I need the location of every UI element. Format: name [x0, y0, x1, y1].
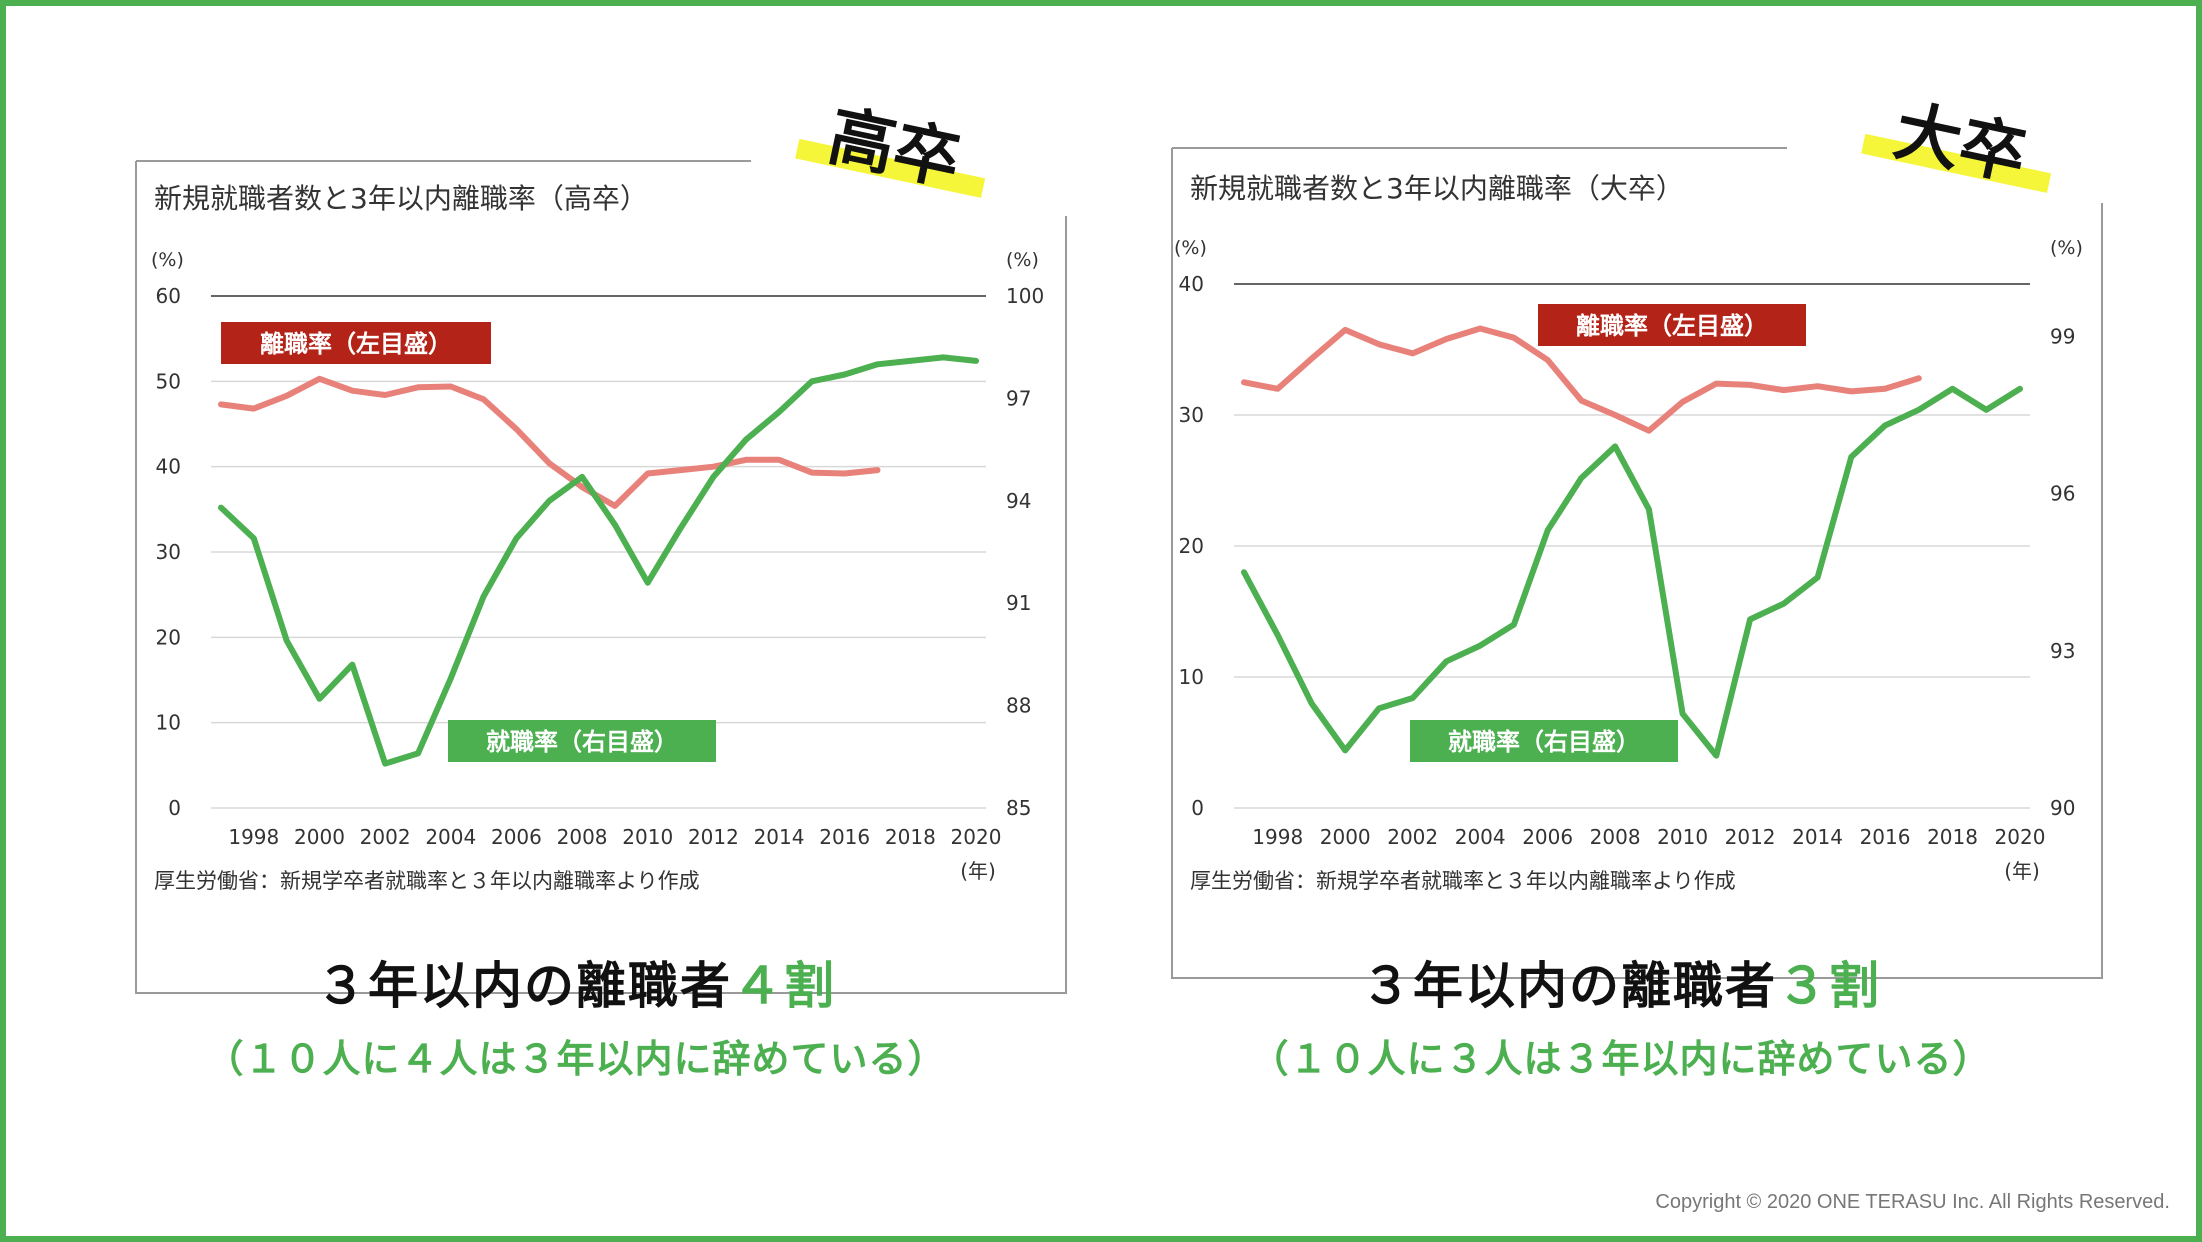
- caption-main-university: ３年以内の離職者３割: [1171, 946, 2071, 1018]
- x-tick-label: 2008: [1590, 825, 1641, 849]
- x-tick-label: 2016: [819, 825, 870, 849]
- x-tick-label: 2008: [557, 825, 608, 849]
- x-tick-label: 2012: [688, 825, 739, 849]
- caption-main-text: ３年以内の離職者: [316, 957, 732, 1015]
- chart-title: 新規就職者数と3年以内離職率（大卒）: [1190, 172, 1684, 205]
- x-tick-label: 2002: [360, 825, 411, 849]
- left-tick-label: 30: [1179, 403, 1204, 427]
- legend-employment-box: [448, 720, 716, 762]
- chart-border: [1171, 148, 2103, 979]
- x-axis-unit: (年): [960, 859, 996, 883]
- left-tick-label: 20: [156, 625, 181, 649]
- x-tick-label: 2016: [1860, 825, 1911, 849]
- legend-employment-label: 就職率（右目盛）: [1448, 728, 1640, 756]
- caption-university: ３年以内の離職者３割 （１０人に３人は３年以内に辞めている）: [1171, 946, 2071, 1083]
- x-tick-label: 2004: [1455, 825, 1506, 849]
- series-line-employment: [1241, 385, 2023, 759]
- x-tick-label: 2000: [1320, 825, 1371, 849]
- chart-panel-university: 大卒新規就職者数と3年以内離職率（大卒） (%) (%) 0 10 20 30 40 90 93 9…: [1162, 86, 2122, 979]
- x-tick-label: 2020: [1995, 825, 2046, 849]
- source-note: 厚生労働省：新規学卒者就職率と３年以内離職率より作成: [1190, 869, 1736, 893]
- left-tick-label: 20: [1179, 534, 1204, 558]
- left-tick-label: 10: [156, 711, 181, 735]
- badge-highlight: [1861, 133, 2052, 193]
- badge: 高卒: [795, 97, 986, 200]
- right-tick-label: 94: [1006, 489, 1031, 513]
- x-tick-label: 2018: [885, 825, 936, 849]
- series-line-employment: [218, 354, 979, 767]
- chart-border: [135, 161, 1067, 994]
- right-tick-label: 96: [2050, 482, 2075, 506]
- right-axis-unit: (%): [2050, 237, 2083, 259]
- legend-retention-box: [221, 322, 491, 364]
- x-tick-label: 2012: [1725, 825, 1776, 849]
- badge-text: 高卒: [822, 97, 967, 200]
- caption-main-high-school: ３年以内の離職者４割: [126, 946, 1026, 1018]
- right-tick-label: 99: [2050, 324, 2075, 348]
- x-tick-label: 1998: [228, 825, 279, 849]
- x-tick-label: 2004: [425, 825, 476, 849]
- caption-accent: ３割: [1777, 957, 1881, 1015]
- caption-high-school: ３年以内の離職者４割 （１０人に４人は３年以内に辞めている）: [126, 946, 1026, 1083]
- right-tick-label: 85: [1006, 796, 1031, 820]
- right-tick-label: 97: [1006, 386, 1031, 410]
- x-tick-label: 2006: [1522, 825, 1573, 849]
- source-note: 厚生労働省：新規学卒者就職率と３年以内離職率より作成: [154, 869, 700, 893]
- x-tick-label: 2018: [1927, 825, 1978, 849]
- legend-retention-label: 離職率（左目盛）: [1576, 312, 1768, 340]
- left-tick-label: 10: [1179, 665, 1204, 689]
- left-axis-unit: (%): [1174, 237, 1207, 259]
- left-tick-label: 50: [156, 369, 181, 393]
- legend-retention-label: 離職率（左目盛）: [260, 330, 452, 358]
- badge-text: 大卒: [1888, 92, 2033, 195]
- chart-title: 新規就職者数と3年以内離職率（高卒）: [154, 182, 648, 215]
- caption-accent: ４割: [732, 957, 836, 1015]
- right-axis-unit: (%): [1006, 249, 1039, 271]
- legend-retention-box: [1538, 304, 1806, 346]
- legend-employment-label: 就職率（右目盛）: [486, 728, 678, 756]
- copyright-text: Copyright © 2020 ONE TERASU Inc. All Rig…: [1655, 1191, 2170, 1213]
- left-tick-label: 40: [1179, 272, 1204, 296]
- badge-highlight: [795, 138, 986, 198]
- x-tick-label: 1998: [1252, 825, 1303, 849]
- caption-sub-university: （１０人に３人は３年以内に辞めている）: [1250, 1037, 1992, 1081]
- legend-employment-box: [1410, 720, 1678, 762]
- caption-sub-high-school: （１０人に４人は３年以内に辞めている）: [205, 1037, 947, 1081]
- chart-panel-high-school: 高卒新規就職者数と3年以内離職率（高卒） (%) (%) 0 10 20 30 40 50 60 8…: [126, 86, 1086, 994]
- x-axis-unit: (年): [2004, 859, 2040, 883]
- caption-main-text: ３年以内の離職者: [1361, 957, 1777, 1015]
- left-tick-label: 0: [1191, 796, 1204, 820]
- right-tick-label: 100: [1006, 284, 1044, 308]
- right-tick-label: 91: [1006, 591, 1031, 615]
- x-tick-label: 2002: [1387, 825, 1438, 849]
- x-tick-label: 2010: [622, 825, 673, 849]
- x-tick-label: 2006: [491, 825, 542, 849]
- left-tick-label: 0: [168, 796, 181, 820]
- x-tick-label: 2000: [294, 825, 345, 849]
- right-tick-label: 90: [2050, 796, 2075, 820]
- left-tick-label: 30: [156, 540, 181, 564]
- x-tick-label: 2014: [754, 825, 805, 849]
- left-axis-unit: (%): [151, 249, 184, 271]
- series-line-retention: [218, 375, 881, 509]
- right-tick-label: 93: [2050, 639, 2075, 663]
- right-tick-label: 88: [1006, 694, 1031, 718]
- badge: 大卒: [1861, 92, 2052, 195]
- x-tick-label: 2014: [1792, 825, 1843, 849]
- left-tick-label: 40: [156, 455, 181, 479]
- left-tick-label: 60: [156, 284, 181, 308]
- x-tick-label: 2020: [951, 825, 1002, 849]
- x-tick-label: 2010: [1657, 825, 1708, 849]
